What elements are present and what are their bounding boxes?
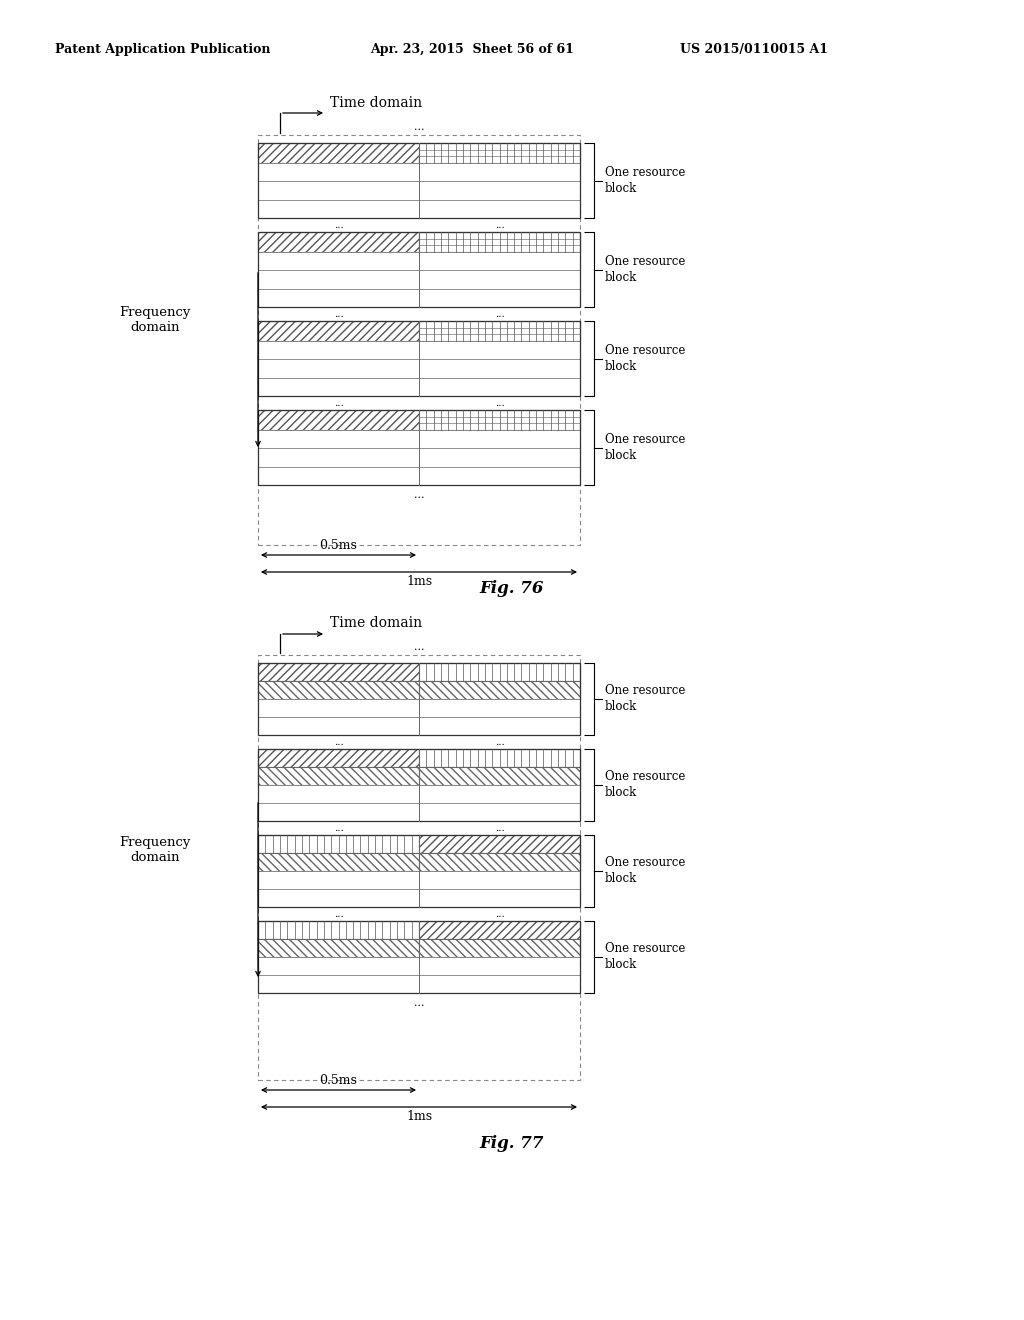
Text: One resource
block: One resource block (605, 166, 685, 195)
Bar (419, 767, 580, 785)
Bar (258, 836, 419, 853)
Bar (258, 785, 580, 803)
Text: Frequency
domain: Frequency domain (120, 306, 190, 334)
Text: ...: ... (334, 310, 343, 319)
Text: ...: ... (495, 824, 505, 833)
Text: ...: ... (334, 220, 343, 230)
Bar (258, 143, 419, 162)
Text: Frequency
domain: Frequency domain (120, 836, 190, 865)
Bar (258, 748, 419, 767)
Bar (258, 803, 580, 821)
Text: One resource
block: One resource block (605, 942, 685, 972)
Bar (258, 289, 580, 308)
Bar (258, 341, 580, 359)
Bar (258, 748, 580, 821)
Text: Time domain: Time domain (330, 96, 422, 110)
Bar (419, 853, 580, 871)
Text: ...: ... (414, 121, 424, 132)
Text: One resource
block: One resource block (605, 345, 685, 374)
Bar (258, 767, 419, 785)
Bar (258, 430, 580, 449)
Bar (258, 449, 580, 467)
Bar (258, 921, 419, 939)
Bar (258, 939, 419, 957)
Bar (419, 321, 580, 341)
Bar (419, 411, 580, 430)
Bar (258, 359, 580, 378)
Text: One resource
block: One resource block (605, 255, 685, 284)
Bar (258, 232, 580, 308)
Bar (258, 975, 580, 993)
Text: ...: ... (414, 490, 424, 500)
Bar (258, 411, 580, 484)
Text: US 2015/0110015 A1: US 2015/0110015 A1 (680, 44, 828, 57)
Text: ...: ... (414, 998, 424, 1008)
Bar (258, 232, 419, 252)
Text: Fig. 77: Fig. 77 (480, 1135, 544, 1152)
Bar (419, 939, 580, 957)
Bar (258, 681, 419, 700)
Text: Fig. 76: Fig. 76 (480, 579, 544, 597)
Bar (258, 143, 580, 218)
Bar (419, 921, 580, 939)
Text: ...: ... (334, 399, 343, 408)
Text: One resource
block: One resource block (605, 433, 685, 462)
Bar (258, 321, 419, 341)
Bar (258, 836, 580, 907)
Bar (258, 252, 580, 271)
Text: Time domain: Time domain (330, 616, 422, 630)
Text: ...: ... (334, 738, 343, 747)
Bar (419, 143, 580, 162)
Bar (419, 748, 580, 767)
Bar (258, 663, 419, 681)
Bar (258, 411, 419, 430)
Text: One resource
block: One resource block (605, 857, 685, 886)
Bar (258, 663, 580, 735)
Text: One resource
block: One resource block (605, 771, 685, 800)
Bar (258, 162, 580, 181)
Bar (258, 957, 580, 975)
Bar (258, 853, 419, 871)
Text: 0.5ms: 0.5ms (319, 539, 357, 552)
Text: ...: ... (495, 738, 505, 747)
Bar (258, 888, 580, 907)
Text: 1ms: 1ms (406, 1110, 432, 1123)
Text: 0.5ms: 0.5ms (319, 1074, 357, 1086)
Text: ...: ... (495, 220, 505, 230)
Bar (258, 181, 580, 199)
Bar (419, 681, 580, 700)
Bar (419, 663, 580, 681)
Text: ...: ... (495, 399, 505, 408)
Bar (258, 467, 580, 484)
Bar (258, 655, 580, 1080)
Bar (419, 232, 580, 252)
Text: ...: ... (334, 824, 343, 833)
Bar (258, 871, 580, 888)
Text: ...: ... (414, 642, 424, 652)
Bar (419, 836, 580, 853)
Bar (258, 700, 580, 717)
Bar (258, 378, 580, 396)
Bar (258, 717, 580, 735)
Text: Apr. 23, 2015  Sheet 56 of 61: Apr. 23, 2015 Sheet 56 of 61 (370, 44, 573, 57)
Text: ...: ... (334, 909, 343, 919)
Bar (258, 271, 580, 289)
Text: ...: ... (495, 909, 505, 919)
Bar (258, 199, 580, 218)
Text: Patent Application Publication: Patent Application Publication (55, 44, 270, 57)
Text: ...: ... (495, 310, 505, 319)
Text: 1ms: 1ms (406, 576, 432, 587)
Text: One resource
block: One resource block (605, 685, 685, 714)
Bar (258, 135, 580, 545)
Bar (258, 321, 580, 396)
Bar (258, 921, 580, 993)
